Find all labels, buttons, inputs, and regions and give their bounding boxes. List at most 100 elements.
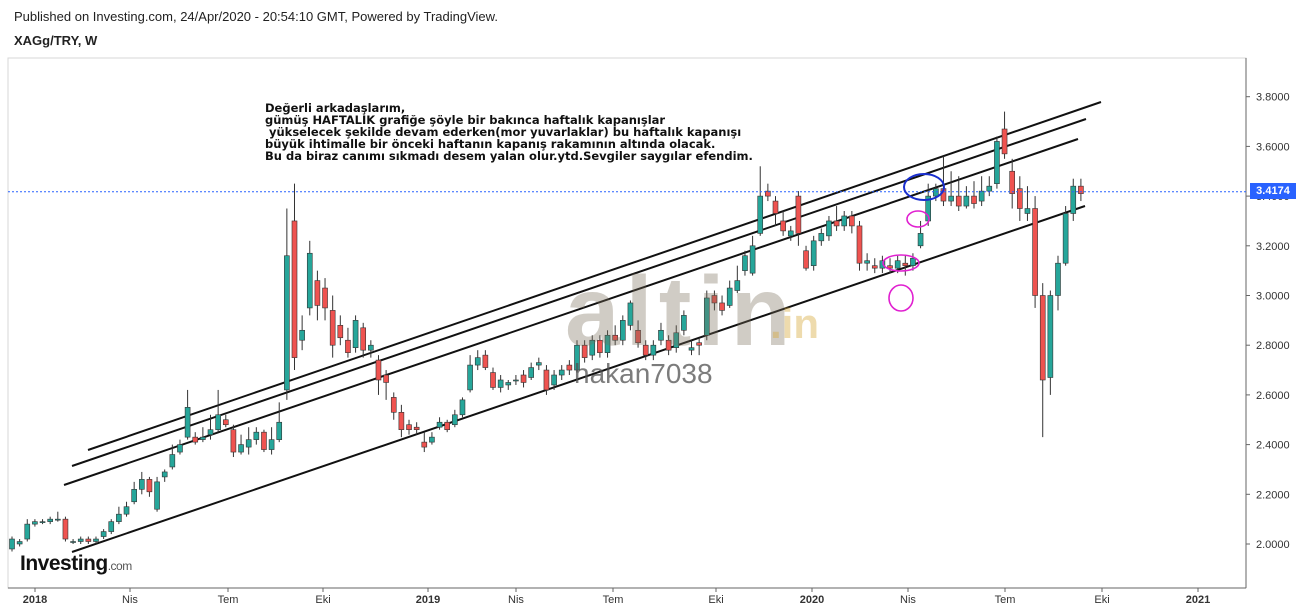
candle-body	[55, 518, 61, 521]
candle-body	[1017, 188, 1023, 209]
candle-body	[528, 367, 534, 378]
x-tick-label: Tem	[218, 594, 239, 606]
candle-body	[1009, 170, 1015, 194]
candle-body	[650, 344, 657, 356]
trend-line	[87, 101, 1102, 451]
candle-body	[627, 302, 634, 326]
candle-body	[329, 310, 336, 346]
candle-body	[39, 521, 46, 523]
candle-body	[703, 297, 710, 336]
candle-body	[459, 399, 466, 416]
candle-body	[77, 538, 84, 542]
candle-body	[513, 379, 519, 382]
candle-body	[276, 421, 283, 440]
candle-body	[1070, 185, 1077, 214]
candle-body	[581, 344, 588, 358]
candle-body	[635, 329, 641, 344]
candle-body	[100, 531, 107, 537]
candle-body	[184, 407, 191, 438]
candle-body	[314, 280, 321, 306]
candle-body	[360, 327, 367, 351]
candle-body	[505, 382, 512, 386]
candle-body	[955, 195, 962, 207]
candle-body	[910, 257, 916, 266]
candle-body	[345, 339, 351, 353]
candle-body	[452, 414, 458, 426]
y-tick-label: 2.4000	[1256, 440, 1290, 452]
candle-body	[520, 374, 527, 383]
candle-body	[1032, 208, 1038, 296]
candle-body	[306, 252, 313, 309]
candle-body	[467, 364, 473, 391]
x-tick-label: 2018	[23, 594, 47, 606]
candle-body	[93, 538, 99, 542]
published-info: Published on Investing.com, 24/Apr/2020 …	[14, 9, 498, 24]
candle-body	[474, 357, 481, 366]
candle-body	[62, 518, 69, 540]
candle-body	[604, 334, 611, 353]
candle-body	[70, 541, 76, 543]
x-tick-label: Eki	[315, 594, 330, 606]
candle-body	[436, 421, 443, 428]
y-tick-label: 2.2000	[1256, 489, 1290, 501]
magenta-circle	[882, 254, 920, 272]
y-tick-label: 3.2000	[1256, 241, 1290, 253]
candle-body	[902, 262, 909, 266]
candle-body	[390, 397, 397, 413]
watermark-brand: altin	[565, 256, 797, 366]
trend-line	[71, 118, 1087, 467]
candle-body	[24, 523, 31, 540]
candle-body	[742, 255, 748, 271]
candle-body	[406, 424, 412, 430]
candle-body	[1039, 295, 1046, 381]
candle-body	[986, 185, 993, 192]
annotation-line: büyük ihtimalle bir önceki haftanın kapa…	[265, 137, 716, 151]
annotation-line: yükselecek şekilde devam ederken(mor yuv…	[265, 125, 742, 139]
candle-body	[765, 190, 771, 197]
candle-body	[284, 255, 290, 391]
candle-body	[772, 200, 779, 214]
candle-body	[994, 141, 1000, 184]
blue-circle	[903, 173, 945, 201]
watermark-user: hakan7038	[574, 358, 713, 389]
candle-body	[719, 302, 725, 311]
candle-body	[421, 441, 428, 448]
symbol-title: XAGg/TRY, W	[14, 33, 98, 48]
candle-body	[536, 362, 542, 366]
candle-body	[894, 260, 901, 269]
candle-body	[238, 444, 244, 453]
candle-body	[1055, 262, 1061, 296]
candle-body	[1001, 128, 1008, 155]
candle-body	[665, 339, 672, 351]
x-tick-label: 2020	[800, 594, 824, 606]
candle-body	[887, 265, 893, 269]
candle-body	[658, 329, 664, 341]
annotation-line: Bu da biraz canımı sıkmadı desem yalan o…	[265, 149, 753, 163]
candle-body	[245, 439, 252, 448]
candle-body	[497, 379, 504, 388]
candle-body	[268, 439, 275, 450]
candle-body	[818, 233, 825, 242]
y-tick-label: 2.0000	[1256, 539, 1290, 551]
x-tick-label: 2019	[416, 594, 440, 606]
candle-body	[230, 429, 237, 453]
candle-body	[558, 369, 565, 376]
candle-body	[154, 481, 160, 510]
x-tick-label: Eki	[708, 594, 723, 606]
x-tick-label: Eki	[1094, 594, 1109, 606]
candle-body	[215, 414, 221, 430]
candle-body	[619, 320, 626, 341]
candle-body	[398, 411, 405, 430]
candle-body	[368, 344, 374, 351]
candle-body	[1047, 295, 1054, 378]
y-tick-label: 2.6000	[1256, 390, 1290, 402]
candle-body	[833, 220, 840, 227]
candle-body	[589, 339, 596, 356]
candle-body	[787, 230, 794, 237]
candle-body	[612, 334, 618, 341]
candle-body	[482, 354, 489, 368]
y-tick-label: 3.6000	[1256, 141, 1290, 153]
candle-body	[375, 359, 382, 381]
candle-body	[116, 513, 122, 522]
